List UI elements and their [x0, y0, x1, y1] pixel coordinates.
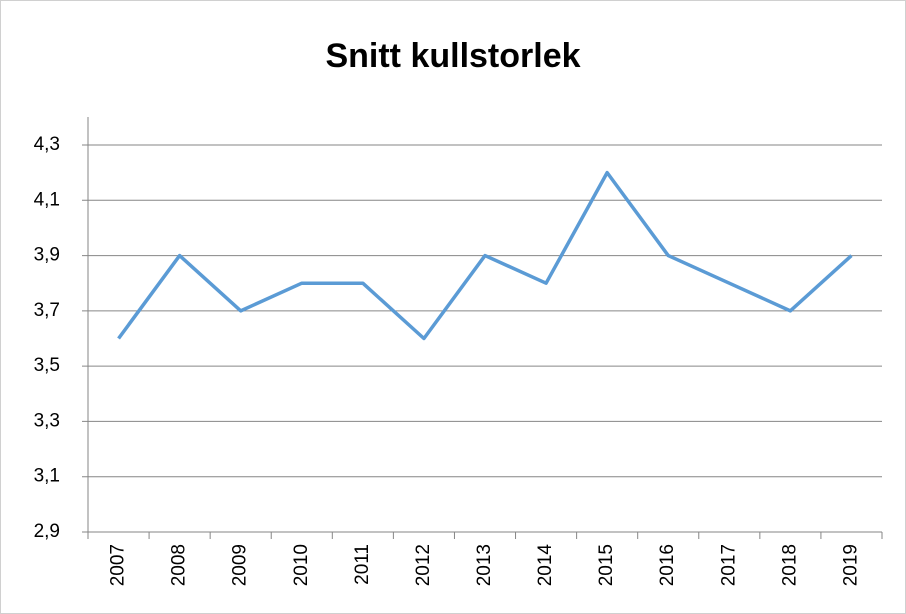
- y-tick-label: 3,3: [34, 410, 60, 431]
- x-tick-label: 2015: [596, 544, 617, 586]
- y-tick-label: 3,9: [34, 245, 60, 266]
- x-tick-label: 2009: [230, 544, 251, 586]
- x-tick-label: 2018: [779, 544, 800, 586]
- x-tick-label: 2008: [169, 544, 190, 586]
- x-tick-label: 2019: [840, 544, 861, 586]
- x-tick-label: 2012: [413, 544, 434, 586]
- y-tick-label: 3,5: [34, 355, 60, 376]
- y-tick-label: 3,1: [34, 466, 60, 487]
- x-tick-label: 2010: [291, 544, 312, 586]
- y-tick-label: 4,1: [34, 189, 60, 210]
- y-tick-label: 4,3: [34, 134, 60, 155]
- x-tick-label: 2017: [718, 544, 739, 586]
- y-tick-label: 3,7: [34, 300, 60, 321]
- chart-title: Snitt kullstorlek: [325, 37, 580, 75]
- x-tick-label: 2014: [535, 544, 556, 587]
- y-tick-label: 2,9: [34, 521, 60, 542]
- x-tick-label: 2011: [352, 544, 373, 585]
- x-tick-label: 2007: [108, 544, 129, 586]
- x-tick-label: 2013: [474, 544, 495, 586]
- x-tick-label: 2016: [657, 544, 678, 586]
- line: [117, 170, 853, 341]
